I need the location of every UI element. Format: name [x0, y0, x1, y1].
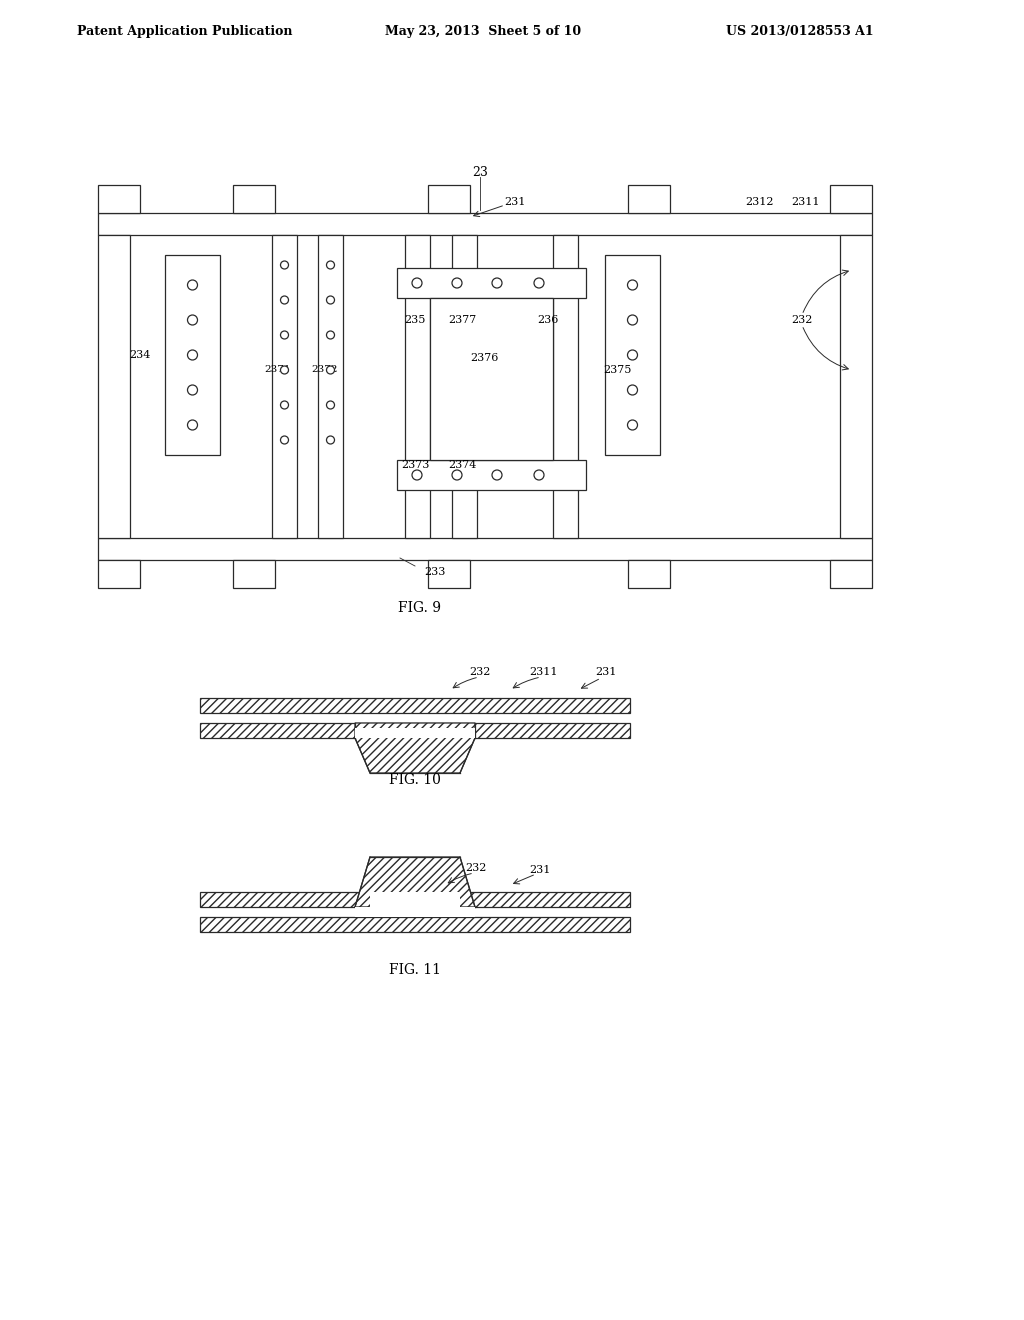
Circle shape [412, 279, 422, 288]
Text: May 23, 2013  Sheet 5 of 10: May 23, 2013 Sheet 5 of 10 [385, 25, 581, 38]
Text: 2371: 2371 [265, 366, 291, 375]
Text: 2311: 2311 [528, 667, 557, 677]
Circle shape [281, 331, 289, 339]
Circle shape [452, 470, 462, 480]
Text: 2372: 2372 [311, 366, 338, 375]
Bar [318, 235, 343, 539]
Text: 23: 23 [472, 165, 488, 178]
Text: 231: 231 [595, 667, 616, 677]
Bar [428, 185, 470, 213]
Bar [428, 560, 470, 587]
Text: 233: 233 [424, 568, 445, 577]
Bar [397, 459, 586, 490]
Text: 234: 234 [129, 350, 151, 360]
Bar [233, 560, 275, 587]
Text: 232: 232 [465, 863, 486, 873]
Circle shape [628, 385, 638, 395]
Text: Patent Application Publication: Patent Application Publication [77, 25, 293, 38]
Bar [830, 185, 872, 213]
Bar [98, 185, 140, 213]
Circle shape [187, 280, 198, 290]
Circle shape [628, 315, 638, 325]
Bar [370, 892, 460, 907]
Circle shape [412, 470, 422, 480]
Bar [628, 560, 670, 587]
Text: 232: 232 [792, 315, 813, 325]
Bar [200, 698, 630, 713]
Circle shape [281, 366, 289, 374]
Bar [553, 235, 578, 539]
Text: 2312: 2312 [745, 197, 774, 207]
Circle shape [327, 401, 335, 409]
Text: 2377: 2377 [447, 315, 476, 325]
Text: 2376: 2376 [470, 352, 499, 363]
Bar [355, 729, 475, 738]
Circle shape [534, 470, 544, 480]
Circle shape [281, 296, 289, 304]
Text: 2374: 2374 [447, 459, 476, 470]
Bar [605, 255, 660, 455]
Text: FIG. 9: FIG. 9 [398, 601, 441, 615]
Circle shape [327, 296, 335, 304]
Polygon shape [355, 857, 475, 907]
Bar [452, 235, 477, 539]
Circle shape [628, 280, 638, 290]
Bar [397, 268, 586, 298]
Bar [200, 892, 630, 907]
Bar [165, 255, 220, 455]
Circle shape [628, 350, 638, 360]
Text: 231: 231 [504, 197, 525, 207]
Bar [200, 723, 630, 738]
Circle shape [327, 331, 335, 339]
Circle shape [327, 366, 335, 374]
Circle shape [281, 401, 289, 409]
Bar [272, 235, 297, 539]
Text: FIG. 10: FIG. 10 [389, 774, 441, 787]
Bar [406, 235, 430, 539]
Text: US 2013/0128553 A1: US 2013/0128553 A1 [726, 25, 873, 38]
Circle shape [452, 279, 462, 288]
Bar [355, 907, 475, 917]
Bar [98, 235, 130, 539]
Bar [430, 298, 553, 459]
Polygon shape [355, 723, 475, 774]
Circle shape [187, 385, 198, 395]
Circle shape [327, 436, 335, 444]
Bar [840, 235, 872, 539]
Circle shape [281, 436, 289, 444]
Text: 235: 235 [404, 315, 426, 325]
Text: 231: 231 [529, 865, 551, 875]
Circle shape [187, 350, 198, 360]
Bar [200, 917, 630, 932]
Circle shape [281, 261, 289, 269]
Circle shape [534, 279, 544, 288]
Bar [830, 560, 872, 587]
Text: 2311: 2311 [792, 197, 820, 207]
Bar [233, 185, 275, 213]
Bar [98, 213, 872, 235]
Text: 232: 232 [469, 667, 490, 677]
Bar [98, 560, 140, 587]
Circle shape [187, 420, 198, 430]
Text: 2375: 2375 [603, 366, 631, 375]
Circle shape [492, 470, 502, 480]
Text: FIG. 11: FIG. 11 [389, 964, 441, 977]
Text: 2373: 2373 [400, 459, 429, 470]
Bar [628, 185, 670, 213]
Circle shape [492, 279, 502, 288]
Circle shape [187, 315, 198, 325]
Bar [98, 539, 872, 560]
Circle shape [327, 261, 335, 269]
Circle shape [628, 420, 638, 430]
Text: 236: 236 [538, 315, 559, 325]
